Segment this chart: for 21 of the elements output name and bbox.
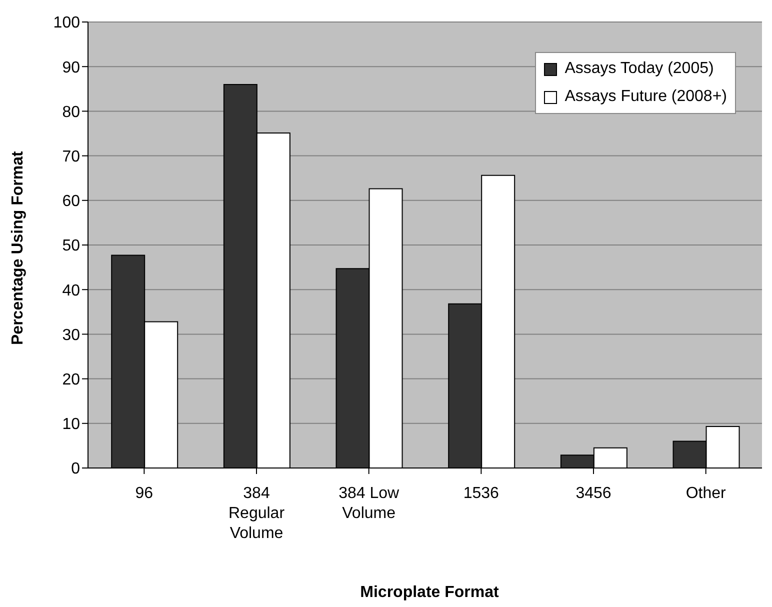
y-tick-label: 10 bbox=[62, 416, 80, 434]
y-tick-label: 60 bbox=[62, 193, 80, 210]
y-tick-label: 50 bbox=[62, 238, 80, 255]
y-tick-label: 100 bbox=[53, 14, 80, 32]
y-tick-label: 90 bbox=[62, 59, 80, 76]
x-tick-label: 96 bbox=[135, 485, 154, 502]
y-tick-label: 70 bbox=[62, 148, 80, 166]
x-axis-title: Microplate Format bbox=[359, 584, 500, 602]
y-tick-label: 0 bbox=[71, 460, 80, 478]
y-tick-label: 20 bbox=[62, 371, 80, 388]
x-tick-label: 3456 bbox=[576, 485, 612, 502]
x-tick-label: 1536 bbox=[463, 485, 500, 502]
y-tick-label: 80 bbox=[62, 104, 80, 121]
x-tick-label: 384 Regular Volume bbox=[228, 485, 286, 542]
y-tick-label: 30 bbox=[62, 326, 80, 344]
legend-label: Assays Future (2008+) bbox=[564, 87, 727, 107]
legend-label: Assays Today (2005) bbox=[564, 59, 715, 79]
y-axis-title: Percentage Using Format bbox=[10, 150, 27, 345]
x-tick-label: Other bbox=[686, 485, 727, 502]
x-tick-label: 384 Low Volume bbox=[338, 485, 400, 522]
y-tick-label: 40 bbox=[62, 282, 80, 300]
